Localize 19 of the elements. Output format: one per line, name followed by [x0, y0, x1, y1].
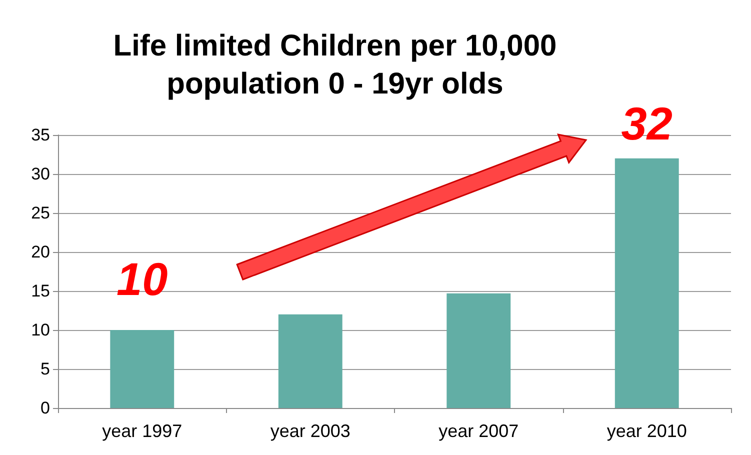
y-tick-label: 5: [40, 360, 50, 378]
y-tick-label: 15: [31, 282, 50, 300]
y-tick-label: 35: [31, 126, 50, 144]
bar: [278, 314, 342, 408]
x-tick-label: year 2010: [606, 421, 687, 441]
chart-title: Life limited Children per 10,000 population 0 - 19yr olds: [113, 30, 557, 100]
y-tick-label: 0: [40, 398, 50, 418]
data-label: 10: [116, 253, 168, 305]
x-tick-label: year 2007: [438, 421, 519, 441]
y-tick-label: 25: [31, 204, 50, 222]
data-label: 32: [621, 97, 673, 150]
bar: [614, 158, 679, 408]
y-tick-label: 30: [31, 164, 50, 184]
x-tick-label: year 1997: [102, 421, 182, 441]
x-tick-label: year 2003: [270, 421, 350, 441]
bar: [446, 293, 511, 408]
bar: [110, 330, 174, 408]
y-tick-label: 10: [31, 320, 50, 340]
y-tick-label: 20: [31, 242, 50, 262]
